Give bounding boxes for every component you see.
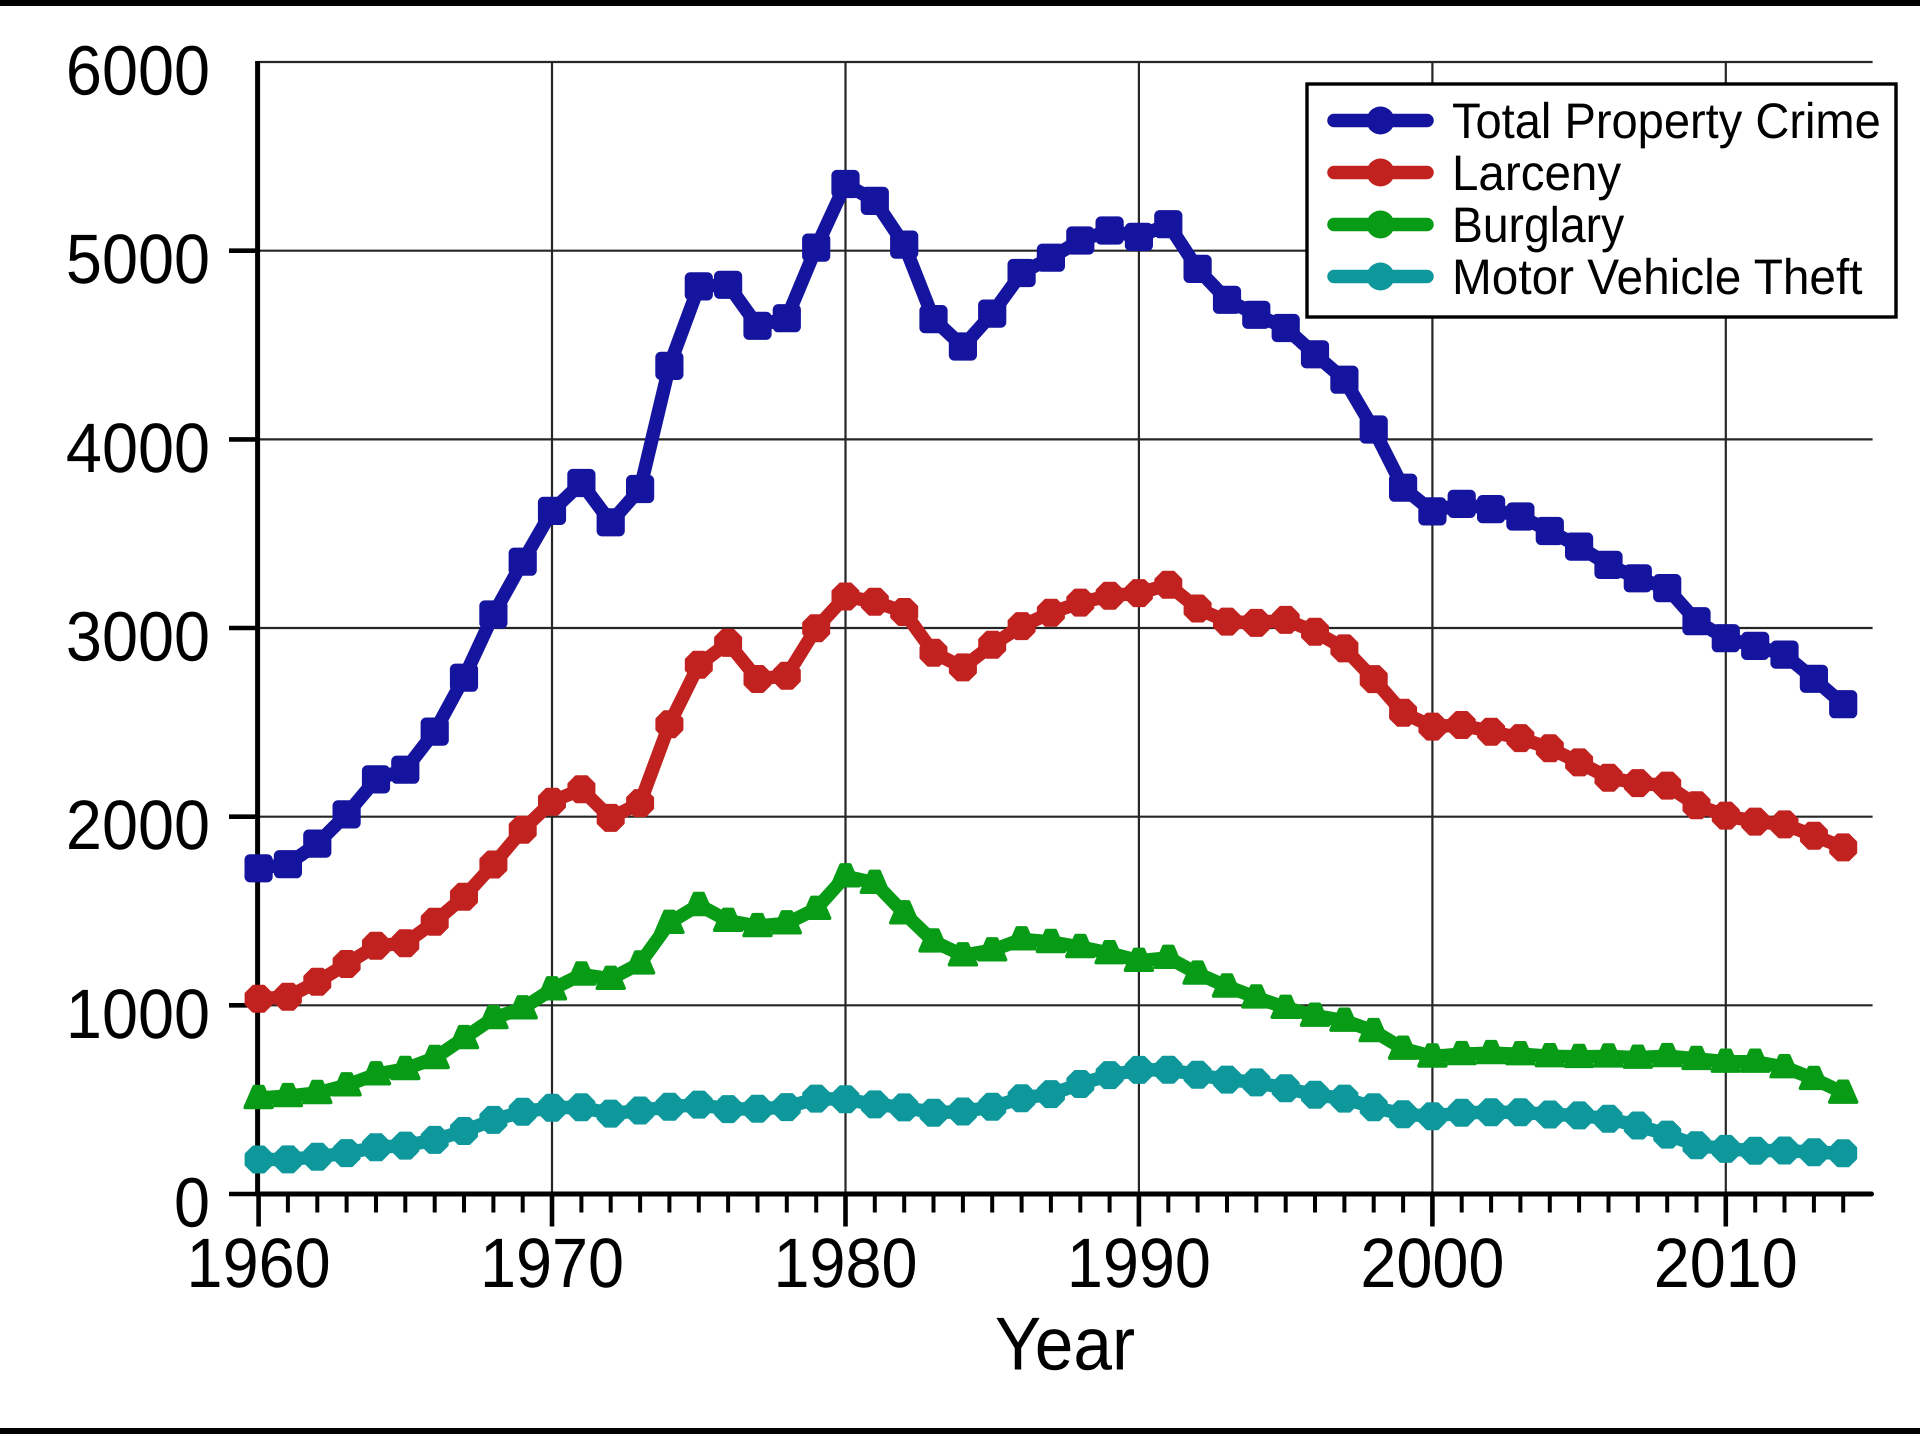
svg-text:2000: 2000 bbox=[1360, 1224, 1504, 1302]
svg-text:Total Property Crime: Total Property Crime bbox=[1452, 93, 1881, 149]
svg-text:6000: 6000 bbox=[66, 32, 210, 110]
svg-text:3000: 3000 bbox=[66, 598, 210, 676]
svg-text:Burglary: Burglary bbox=[1452, 197, 1624, 253]
svg-text:1000: 1000 bbox=[66, 975, 210, 1053]
svg-text:Year: Year bbox=[995, 1302, 1135, 1386]
svg-text:Motor Vehicle Theft: Motor Vehicle Theft bbox=[1452, 249, 1863, 305]
svg-text:0: 0 bbox=[174, 1164, 210, 1242]
svg-text:1960: 1960 bbox=[187, 1224, 331, 1302]
svg-text:4000: 4000 bbox=[66, 409, 210, 487]
svg-text:2010: 2010 bbox=[1654, 1224, 1798, 1302]
svg-text:1980: 1980 bbox=[773, 1224, 917, 1302]
svg-text:1990: 1990 bbox=[1067, 1224, 1211, 1302]
svg-text:Larceny: Larceny bbox=[1452, 145, 1621, 201]
svg-text:2000: 2000 bbox=[66, 786, 210, 864]
svg-text:1970: 1970 bbox=[480, 1224, 624, 1302]
svg-text:5000: 5000 bbox=[66, 220, 210, 298]
